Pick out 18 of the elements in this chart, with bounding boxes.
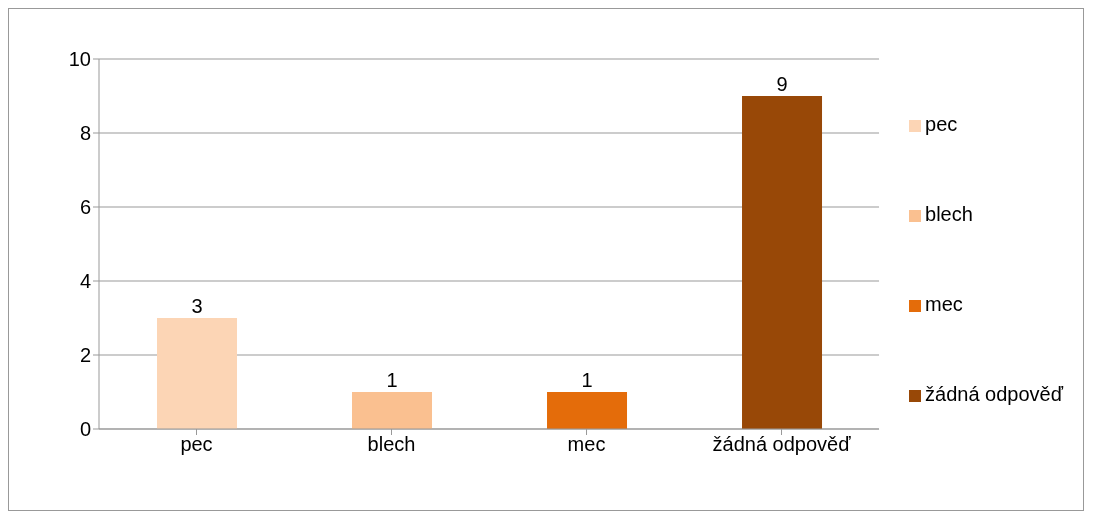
- legend-label: pec: [925, 113, 958, 135]
- data-label: 3: [191, 295, 203, 317]
- x-tick-label: blech: [367, 433, 416, 456]
- x-tick-label: mec: [567, 433, 606, 456]
- legend-label: blech: [925, 203, 973, 225]
- x-tick-label: žádná odpověď: [712, 433, 852, 456]
- x-tick-label: pec: [180, 433, 213, 456]
- y-tick-label: 2: [79, 344, 91, 367]
- legend-label: žádná odpověď: [925, 383, 1063, 405]
- y-tick-label: 0: [79, 418, 91, 441]
- data-label: 9: [776, 73, 788, 95]
- y-tick-label: 8: [79, 122, 91, 145]
- y-tick-label: 10: [68, 48, 91, 71]
- y-tick-label: 6: [79, 196, 91, 219]
- data-label: 1: [581, 369, 593, 391]
- y-tick-label: 4: [79, 270, 91, 293]
- data-label: 1: [386, 369, 398, 391]
- legend-label: mec: [925, 293, 963, 315]
